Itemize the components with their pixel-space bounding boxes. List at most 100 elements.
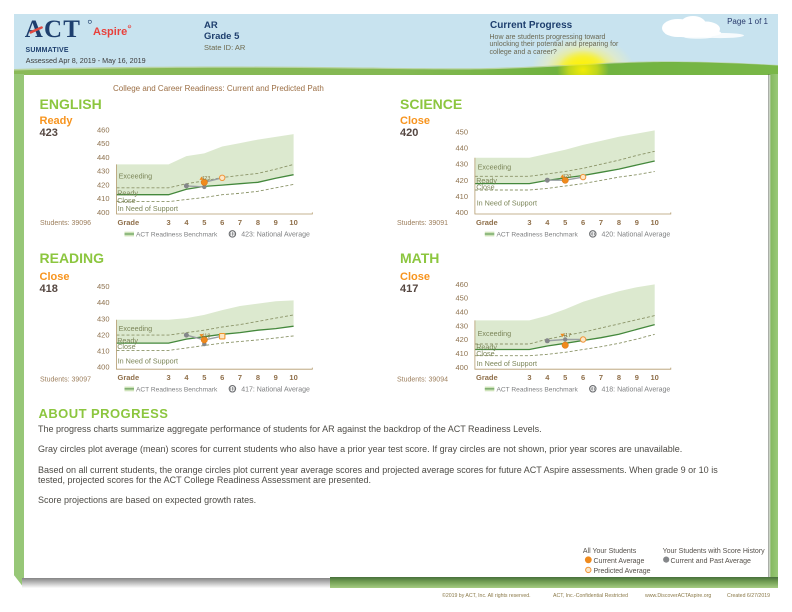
- svg-text:Close: Close: [476, 182, 494, 191]
- svg-text:420: 420: [455, 176, 468, 185]
- svg-text:ACT Readiness Benchmark: ACT Readiness Benchmark: [497, 231, 579, 238]
- svg-text:7: 7: [238, 373, 242, 382]
- svg-text:6: 6: [220, 373, 224, 382]
- svg-text:420: 420: [97, 181, 110, 190]
- svg-text:410: 410: [455, 192, 468, 201]
- svg-text:Exceeding: Exceeding: [119, 324, 153, 333]
- svg-text:ACT: ACT: [25, 16, 81, 43]
- svg-text:Exceeding: Exceeding: [478, 329, 512, 338]
- svg-text:Aspire: Aspire: [93, 26, 127, 38]
- svg-text:Close: Close: [117, 196, 135, 205]
- svg-text:5: 5: [563, 218, 567, 227]
- svg-text:4: 4: [184, 373, 189, 382]
- svg-text:All Your Students: All Your Students: [583, 548, 637, 555]
- svg-text:410: 410: [455, 349, 468, 358]
- svg-text:5: 5: [202, 218, 206, 227]
- svg-text:Current and Past Average: Current and Past Average: [671, 558, 752, 565]
- svg-text:In Need of Support: In Need of Support: [477, 359, 537, 368]
- svg-text:423: National Average: 423: National Average: [241, 231, 310, 238]
- svg-text:Your Students with Score Histo: Your Students with Score History: [663, 548, 766, 555]
- svg-text:410: 410: [97, 194, 110, 203]
- svg-text:Ready: Ready: [476, 176, 497, 185]
- svg-text:417: 417: [562, 333, 571, 339]
- svg-text:10: 10: [289, 218, 297, 227]
- svg-text:430: 430: [455, 160, 468, 169]
- svg-text:410: 410: [97, 347, 110, 356]
- svg-text:Exceeding: Exceeding: [119, 172, 153, 181]
- svg-text:430: 430: [455, 321, 468, 330]
- svg-text:400: 400: [97, 208, 110, 217]
- svg-text:450: 450: [97, 282, 110, 291]
- svg-text:9: 9: [635, 218, 639, 227]
- svg-text:420: 420: [97, 331, 110, 340]
- svg-text:Students: 39097: Students: 39097: [40, 377, 91, 384]
- svg-text:400: 400: [455, 363, 468, 372]
- svg-text:Current Average: Current Average: [594, 558, 645, 565]
- svg-text:10: 10: [651, 373, 659, 382]
- svg-text:400: 400: [455, 208, 468, 217]
- svg-text:6: 6: [220, 218, 224, 227]
- svg-text:4: 4: [545, 373, 550, 382]
- svg-text:460: 460: [97, 125, 110, 134]
- svg-text:420: 420: [562, 174, 571, 180]
- svg-text:5: 5: [563, 373, 567, 382]
- svg-text:10: 10: [651, 218, 659, 227]
- svg-text:430: 430: [97, 167, 110, 176]
- svg-text:Students: 39096: Students: 39096: [40, 220, 91, 227]
- svg-text:3: 3: [167, 218, 171, 227]
- svg-text:3: 3: [527, 373, 531, 382]
- svg-text:7: 7: [599, 373, 603, 382]
- svg-text:Close: Close: [476, 349, 494, 358]
- svg-text:417: National Average: 417: National Average: [241, 386, 310, 393]
- svg-text:400: 400: [97, 363, 110, 372]
- svg-text:9: 9: [274, 373, 278, 382]
- svg-text:420: National Average: 420: National Average: [602, 231, 671, 238]
- svg-text:Grade: Grade: [476, 218, 498, 227]
- svg-text:Grade: Grade: [476, 373, 498, 382]
- svg-text:Grade: Grade: [118, 373, 140, 382]
- svg-text:8: 8: [617, 373, 621, 382]
- svg-text:4: 4: [545, 218, 550, 227]
- svg-text:Exceeding: Exceeding: [478, 163, 512, 172]
- svg-text:9: 9: [635, 373, 639, 382]
- svg-text:3: 3: [527, 218, 531, 227]
- svg-text:Students: 39094: Students: 39094: [397, 377, 448, 384]
- svg-text:4: 4: [184, 218, 189, 227]
- svg-text:In Need of Support: In Need of Support: [477, 199, 537, 208]
- svg-text:420: 420: [455, 335, 468, 344]
- svg-text:Grade: Grade: [118, 218, 140, 227]
- svg-text:Ready: Ready: [117, 336, 138, 345]
- svg-text:440: 440: [97, 153, 110, 162]
- svg-text:Ready: Ready: [117, 188, 138, 197]
- svg-text:6: 6: [581, 218, 585, 227]
- svg-text:Predicted Average: Predicted Average: [594, 568, 651, 575]
- svg-text:430: 430: [97, 314, 110, 323]
- svg-text:418: 418: [201, 334, 210, 340]
- svg-text:Close: Close: [117, 342, 135, 351]
- svg-text:7: 7: [599, 218, 603, 227]
- svg-text:418: National Average: 418: National Average: [602, 386, 671, 393]
- svg-text:In Need of Support: In Need of Support: [118, 357, 178, 366]
- svg-text:8: 8: [256, 373, 260, 382]
- svg-text:ACT Readiness Benchmark: ACT Readiness Benchmark: [136, 231, 218, 238]
- svg-text:440: 440: [455, 308, 468, 317]
- svg-text:9: 9: [274, 218, 278, 227]
- svg-text:450: 450: [455, 127, 468, 136]
- svg-text:423: 423: [201, 176, 210, 182]
- svg-text:Students: 39091: Students: 39091: [397, 220, 448, 227]
- svg-text:10: 10: [289, 373, 297, 382]
- svg-text:8: 8: [617, 218, 621, 227]
- svg-text:R: R: [128, 25, 130, 29]
- svg-text:7: 7: [238, 218, 242, 227]
- svg-text:440: 440: [97, 298, 110, 307]
- svg-text:8: 8: [256, 218, 260, 227]
- svg-text:3: 3: [167, 373, 171, 382]
- svg-text:In Need of Support: In Need of Support: [118, 204, 178, 213]
- svg-text:5: 5: [202, 373, 206, 382]
- svg-text:6: 6: [581, 373, 585, 382]
- svg-text:ACT Readiness Benchmark: ACT Readiness Benchmark: [497, 386, 579, 393]
- svg-text:Ready: Ready: [476, 342, 497, 351]
- svg-text:460: 460: [455, 280, 468, 289]
- svg-text:450: 450: [455, 294, 468, 303]
- svg-text:440: 440: [455, 144, 468, 153]
